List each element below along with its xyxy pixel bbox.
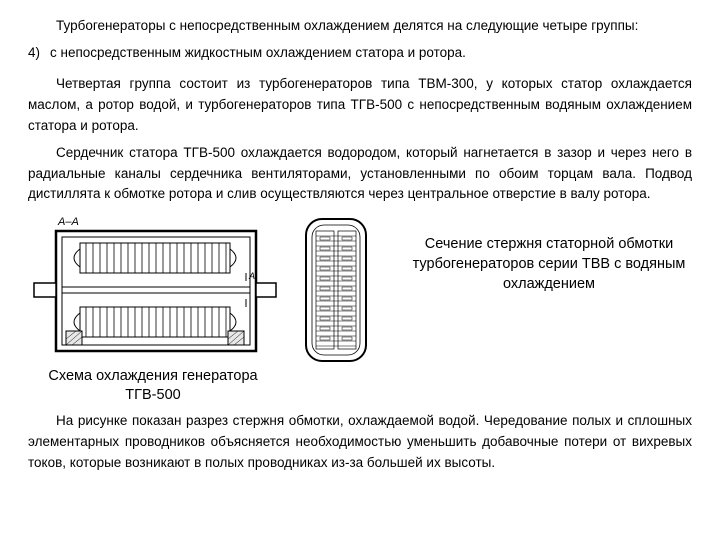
caption-right: Сечение стержня статорной обмотки турбог…: [406, 213, 692, 294]
list-text: с непосредственным жидкостным охлаждение…: [50, 43, 466, 64]
paragraph-3: Сердечник статора ТГВ-500 охлаждается во…: [28, 143, 692, 206]
section-label: A–A: [57, 216, 79, 228]
list-item-4: 4) с непосредственным жидкостным охлажде…: [28, 43, 692, 64]
caption-left: Схема охлаждения генератора ТГВ-500: [28, 367, 278, 405]
list-number: 4): [28, 43, 50, 64]
figures-row: A–A: [28, 213, 692, 405]
paragraph-intro: Турбогенераторы с непосредственным охлаж…: [28, 16, 692, 37]
paragraph-2: Четвертая группа состоит из турбогенерат…: [28, 74, 692, 137]
figure-left-svg: A–A: [28, 213, 278, 363]
figure-left-container: A–A: [28, 213, 278, 405]
figure-mid-container: [302, 213, 382, 365]
figure-mid-svg: [302, 215, 370, 365]
svg-text:A: A: [248, 271, 255, 281]
paragraph-4: На рисунке показан разрез стержня обмотк…: [28, 411, 692, 474]
